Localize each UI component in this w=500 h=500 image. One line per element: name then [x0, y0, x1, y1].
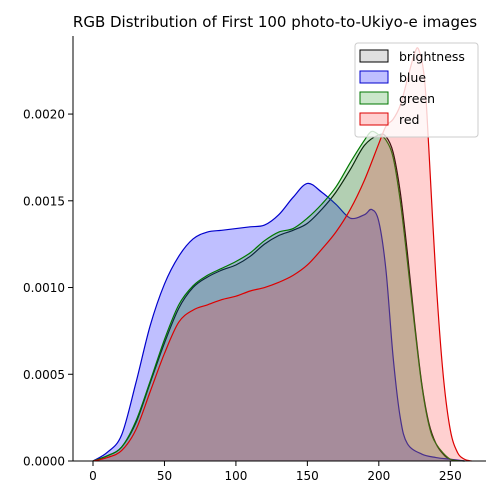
legend-swatch-red: [359, 112, 389, 126]
legend-swatch-blue: [359, 70, 389, 84]
y-tick-label: 0.0005: [23, 368, 65, 382]
legend-label-brightness: brightness: [399, 49, 465, 64]
x-tick-label: 250: [439, 469, 462, 483]
x-tick-label: 0: [89, 469, 97, 483]
y-tick-label: 0.0020: [23, 108, 65, 122]
legend: brightness blue green red: [354, 42, 479, 138]
area-line-green: [92, 130, 465, 462]
legend-label-green: green: [399, 91, 435, 106]
area-fill-brightness: [93, 134, 465, 461]
area-line-blue: [92, 182, 465, 462]
chart-title: RGB Distribution of First 100 photo-to-U…: [73, 13, 477, 31]
legend-swatch-bg: [360, 92, 388, 104]
area-line-red: [92, 47, 472, 462]
axes: 0 50 100 150 200 250 0.0000 0.0005 0.0010 0.0015 0…: [23, 36, 486, 483]
legend-label-red: red: [399, 112, 420, 127]
legend-swatch-green: [359, 91, 389, 105]
y-tick-label: 0.0000: [23, 455, 65, 469]
legend-swatch-bg: [360, 71, 388, 83]
x-tick-label: 150: [296, 469, 319, 483]
legend-label-blue: blue: [399, 70, 426, 85]
plot-areas: [92, 47, 472, 462]
y-tick-label: 0.0015: [23, 194, 65, 208]
legend-swatch-bg: [360, 113, 388, 125]
area-fill-red: [93, 47, 472, 461]
legend-swatch-bg: [360, 50, 388, 62]
legend-swatch-brightness: [359, 49, 389, 63]
area-fill-blue: [93, 183, 465, 461]
x-tick-label: 100: [224, 469, 247, 483]
x-tick-label: 200: [367, 469, 390, 483]
area-fill-green: [93, 131, 465, 461]
x-tick-label: 50: [157, 469, 172, 483]
y-tick-label: 0.0010: [23, 281, 65, 295]
